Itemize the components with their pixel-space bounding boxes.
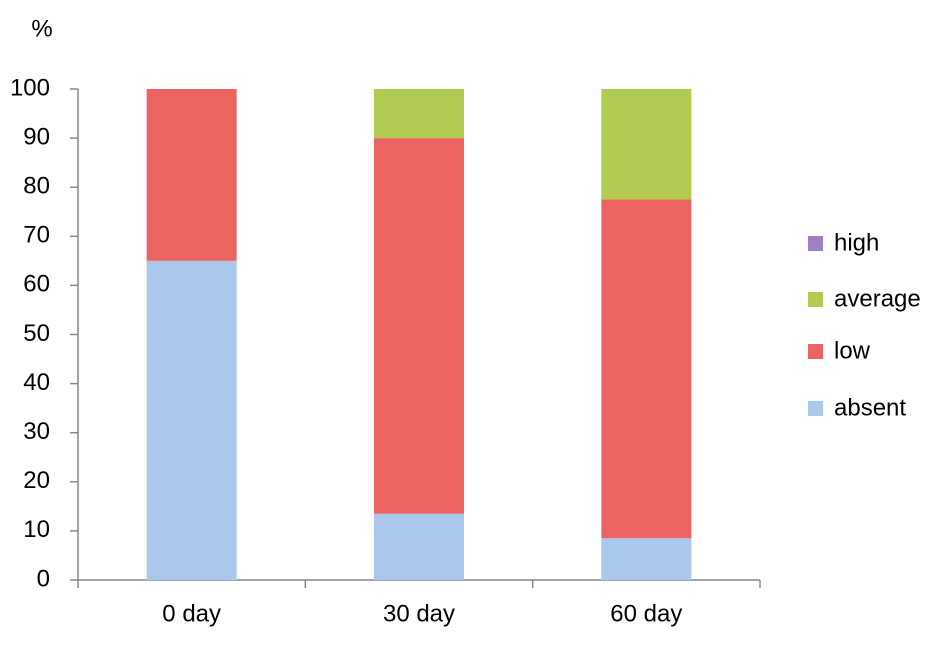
legend-label: high xyxy=(834,229,879,256)
legend-swatch xyxy=(808,401,823,416)
bar-segment xyxy=(374,513,464,580)
y-tick-label: 20 xyxy=(23,467,50,494)
y-tick-label: 50 xyxy=(23,320,50,347)
y-tick-label: 80 xyxy=(23,173,50,200)
x-tick-label: 60 day xyxy=(610,600,682,627)
x-tick-label: 30 day xyxy=(383,600,455,627)
y-tick-label: 100 xyxy=(10,74,50,101)
y-tick-label: 40 xyxy=(23,369,50,396)
y-tick-label: 0 xyxy=(37,565,50,592)
bar-segment xyxy=(601,89,692,200)
y-tick-label: 10 xyxy=(23,516,50,543)
legend-label: absent xyxy=(834,394,906,421)
legend-label: average xyxy=(834,285,921,312)
bar-segment xyxy=(601,538,692,580)
bar-segment xyxy=(601,199,692,539)
bar-segment xyxy=(146,260,237,580)
y-tick-label: 60 xyxy=(23,271,50,298)
y-axis-label: % xyxy=(31,15,52,42)
y-tick-label: 90 xyxy=(23,123,50,150)
legend-label: low xyxy=(834,337,871,364)
legend-swatch xyxy=(808,236,823,251)
legend-swatch xyxy=(808,344,823,359)
bar-segment xyxy=(374,138,464,514)
x-tick-label: 0 day xyxy=(162,600,221,627)
bar-segment xyxy=(374,89,464,139)
legend-swatch xyxy=(808,292,823,307)
bar-segment xyxy=(146,89,237,261)
y-tick-label: 30 xyxy=(23,418,50,445)
y-tick-label: 70 xyxy=(23,222,50,249)
